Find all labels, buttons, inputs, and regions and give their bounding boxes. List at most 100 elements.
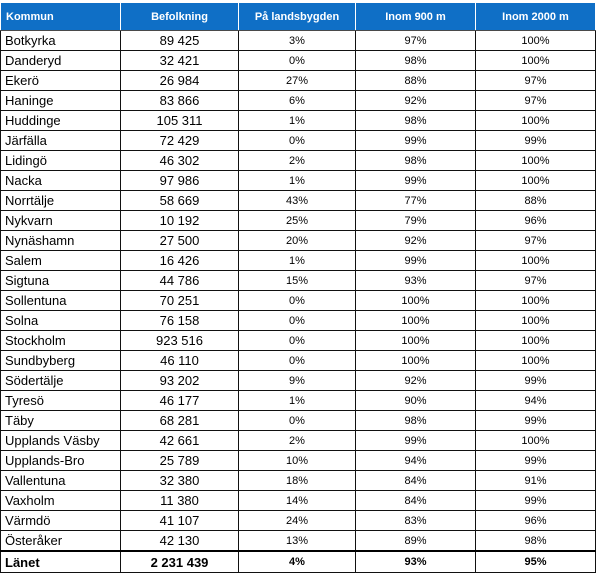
kommun-cell: Vaxholm — [0, 490, 121, 511]
kommun-cell: Lidingö — [0, 150, 121, 171]
landsbygden-cell: 18% — [238, 470, 356, 491]
befolkning-cell: 25 789 — [120, 450, 239, 471]
inom-2000m-cell: 100% — [475, 350, 596, 371]
landsbygden-cell: 2% — [238, 430, 356, 451]
landsbygden-cell: 0% — [238, 310, 356, 331]
befolkning-cell: 32 421 — [120, 50, 239, 71]
header-inom-2000m: Inom 2000 m — [475, 2, 596, 31]
inom-900m-cell: 77% — [355, 190, 476, 211]
total-inom-2000m-cell: 95% — [475, 550, 596, 573]
kommun-cell: Haninge — [0, 90, 121, 111]
kommun-cell: Nykvarn — [0, 210, 121, 231]
befolkning-cell: 42 661 — [120, 430, 239, 451]
landsbygden-cell: 0% — [238, 350, 356, 371]
total-befolkning-cell: 2 231 439 — [120, 550, 239, 573]
landsbygden-cell: 1% — [238, 390, 356, 411]
befolkning-cell: 44 786 — [120, 270, 239, 291]
inom-900m-cell: 88% — [355, 70, 476, 91]
kommun-cell: Järfälla — [0, 130, 121, 151]
inom-2000m-cell: 100% — [475, 330, 596, 351]
befolkning-cell: 93 202 — [120, 370, 239, 391]
kommun-cell: Värmdö — [0, 510, 121, 531]
landsbygden-cell: 24% — [238, 510, 356, 531]
kommun-cell: Tyresö — [0, 390, 121, 411]
befolkning-cell: 72 429 — [120, 130, 239, 151]
kommun-cell: Nacka — [0, 170, 121, 191]
inom-2000m-cell: 96% — [475, 210, 596, 231]
table-row: Vaxholm 11 380 14% 84% 99% — [0, 490, 596, 511]
inom-900m-cell: 97% — [355, 30, 476, 51]
inom-900m-cell: 92% — [355, 370, 476, 391]
befolkning-cell: 16 426 — [120, 250, 239, 271]
landsbygden-cell: 0% — [238, 130, 356, 151]
table-row: Vallentuna 32 380 18% 84% 91% — [0, 470, 596, 491]
kommun-cell: Södertälje — [0, 370, 121, 391]
table-row: Sollentuna 70 251 0% 100% 100% — [0, 290, 596, 311]
befolkning-cell: 46 302 — [120, 150, 239, 171]
landsbygden-cell: 43% — [238, 190, 356, 211]
table-row: Österåker 42 130 13% 89% 98% — [0, 530, 596, 552]
table-row: Nykvarn 10 192 25% 79% 96% — [0, 210, 596, 231]
total-inom-900m-cell: 93% — [355, 550, 476, 573]
inom-900m-cell: 98% — [355, 110, 476, 131]
table-row: Sundbyberg 46 110 0% 100% 100% — [0, 350, 596, 371]
table-row: Norrtälje 58 669 43% 77% 88% — [0, 190, 596, 211]
inom-900m-cell: 99% — [355, 430, 476, 451]
inom-900m-cell: 98% — [355, 410, 476, 431]
landsbygden-cell: 1% — [238, 110, 356, 131]
landsbygden-cell: 1% — [238, 170, 356, 191]
befolkning-cell: 41 107 — [120, 510, 239, 531]
landsbygden-cell: 1% — [238, 250, 356, 271]
table-row: Sigtuna 44 786 15% 93% 97% — [0, 270, 596, 291]
befolkning-cell: 105 311 — [120, 110, 239, 131]
table-row: Ekerö 26 984 27% 88% 97% — [0, 70, 596, 91]
table-row: Haninge 83 866 6% 92% 97% — [0, 90, 596, 111]
inom-2000m-cell: 100% — [475, 430, 596, 451]
befolkning-cell: 68 281 — [120, 410, 239, 431]
inom-900m-cell: 83% — [355, 510, 476, 531]
befolkning-cell: 923 516 — [120, 330, 239, 351]
inom-900m-cell: 90% — [355, 390, 476, 411]
kommun-cell: Sollentuna — [0, 290, 121, 311]
befolkning-cell: 70 251 — [120, 290, 239, 311]
inom-2000m-cell: 97% — [475, 90, 596, 111]
landsbygden-cell: 3% — [238, 30, 356, 51]
befolkning-cell: 46 177 — [120, 390, 239, 411]
inom-900m-cell: 100% — [355, 290, 476, 311]
befolkning-cell: 76 158 — [120, 310, 239, 331]
inom-2000m-cell: 96% — [475, 510, 596, 531]
table-row: Järfälla 72 429 0% 99% 99% — [0, 130, 596, 151]
landsbygden-cell: 13% — [238, 530, 356, 552]
inom-2000m-cell: 99% — [475, 490, 596, 511]
kommun-cell: Solna — [0, 310, 121, 331]
landsbygden-cell: 6% — [238, 90, 356, 111]
kommun-cell: Stockholm — [0, 330, 121, 351]
landsbygden-cell: 27% — [238, 70, 356, 91]
landsbygden-cell: 0% — [238, 410, 356, 431]
inom-2000m-cell: 99% — [475, 370, 596, 391]
inom-900m-cell: 100% — [355, 350, 476, 371]
inom-900m-cell: 98% — [355, 50, 476, 71]
kommun-cell: Sundbyberg — [0, 350, 121, 371]
landsbygden-cell: 2% — [238, 150, 356, 171]
kommun-cell: Upplands Väsby — [0, 430, 121, 451]
inom-2000m-cell: 97% — [475, 230, 596, 251]
inom-2000m-cell: 94% — [475, 390, 596, 411]
befolkning-cell: 97 986 — [120, 170, 239, 191]
landsbygden-cell: 25% — [238, 210, 356, 231]
table-row: Upplands Väsby 42 661 2% 99% 100% — [0, 430, 596, 451]
landsbygden-cell: 0% — [238, 50, 356, 71]
befolkning-cell: 89 425 — [120, 30, 239, 51]
header-inom-900m: Inom 900 m — [355, 2, 476, 31]
landsbygden-cell: 9% — [238, 370, 356, 391]
inom-900m-cell: 99% — [355, 170, 476, 191]
inom-900m-cell: 89% — [355, 530, 476, 552]
header-kommun: Kommun — [0, 2, 121, 31]
inom-900m-cell: 100% — [355, 310, 476, 331]
inom-900m-cell: 92% — [355, 90, 476, 111]
befolkning-cell: 83 866 — [120, 90, 239, 111]
table-row: Södertälje 93 202 9% 92% 99% — [0, 370, 596, 391]
kommun-cell: Täby — [0, 410, 121, 431]
kommun-cell: Nynäshamn — [0, 230, 121, 251]
